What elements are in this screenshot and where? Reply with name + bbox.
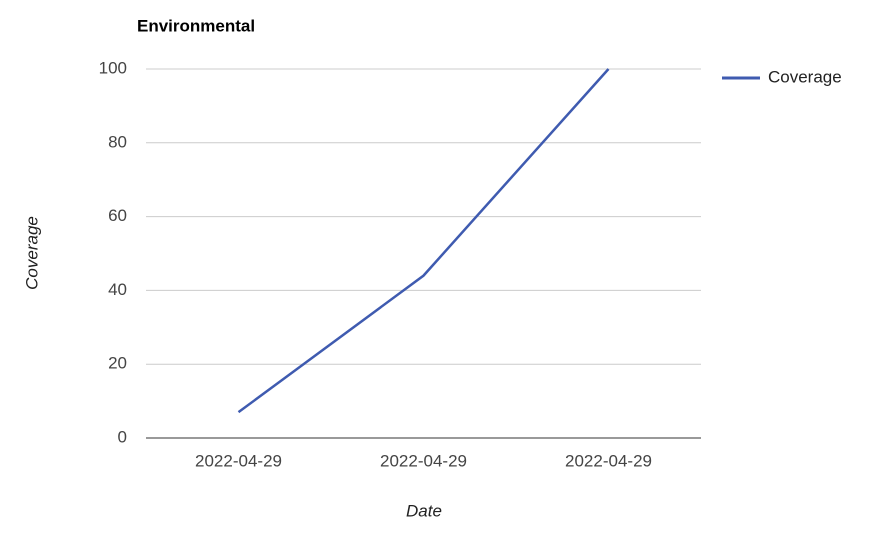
- x-tick-label: 2022-04-29: [380, 451, 467, 470]
- x-tick-label: 2022-04-29: [565, 451, 652, 470]
- y-tick-label: 40: [108, 280, 127, 299]
- y-tick-label: 100: [99, 58, 127, 77]
- legend-label: Coverage: [768, 67, 842, 86]
- y-tick-label: 0: [118, 427, 127, 446]
- x-axis-label: Date: [406, 501, 442, 520]
- y-tick-label: 80: [108, 132, 127, 151]
- line-series: [237, 68, 610, 414]
- y-tick-label: 60: [108, 206, 127, 225]
- chart-title: Environmental: [137, 16, 255, 35]
- y-tick-label: 20: [108, 354, 127, 373]
- y-axis-label: Coverage: [22, 216, 41, 290]
- x-tick-label: 2022-04-29: [195, 451, 282, 470]
